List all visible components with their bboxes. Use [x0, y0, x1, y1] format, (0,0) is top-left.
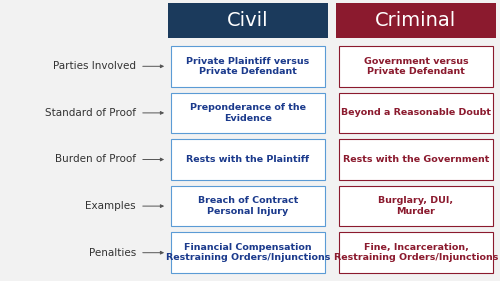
- Text: Fine, Incarceration,
Restraining Orders/Injunctions: Fine, Incarceration, Restraining Orders/…: [334, 243, 498, 262]
- Text: Government versus
Private Defendant: Government versus Private Defendant: [364, 56, 469, 76]
- Bar: [171, 186, 325, 226]
- Text: Criminal: Criminal: [376, 11, 456, 30]
- Text: Parties Involved: Parties Involved: [53, 61, 136, 71]
- Text: Rests with the Plaintiff: Rests with the Plaintiff: [186, 155, 310, 164]
- Bar: [336, 3, 496, 38]
- Bar: [171, 93, 325, 133]
- Bar: [339, 139, 493, 180]
- Bar: [339, 186, 493, 226]
- Bar: [171, 46, 325, 87]
- Text: Penalties: Penalties: [89, 248, 136, 258]
- Text: Examples: Examples: [86, 201, 136, 211]
- Bar: [168, 3, 328, 38]
- Bar: [339, 93, 493, 133]
- Bar: [339, 46, 493, 87]
- Text: Financial Compensation
Restraining Orders/Injunctions: Financial Compensation Restraining Order…: [166, 243, 330, 262]
- Text: Standard of Proof: Standard of Proof: [45, 108, 136, 118]
- Bar: [171, 139, 325, 180]
- Bar: [339, 232, 493, 273]
- Text: Breach of Contract
Personal Injury: Breach of Contract Personal Injury: [198, 196, 298, 216]
- Text: Beyond a Reasonable Doubt: Beyond a Reasonable Doubt: [341, 108, 491, 117]
- Bar: [171, 232, 325, 273]
- Text: Burglary, DUI,
Murder: Burglary, DUI, Murder: [378, 196, 454, 216]
- Text: Private Plaintiff versus
Private Defendant: Private Plaintiff versus Private Defenda…: [186, 56, 310, 76]
- Text: Rests with the Government: Rests with the Government: [343, 155, 489, 164]
- Text: Preponderance of the
Evidence: Preponderance of the Evidence: [190, 103, 306, 123]
- Text: Burden of Proof: Burden of Proof: [55, 155, 136, 164]
- Text: Civil: Civil: [227, 11, 269, 30]
